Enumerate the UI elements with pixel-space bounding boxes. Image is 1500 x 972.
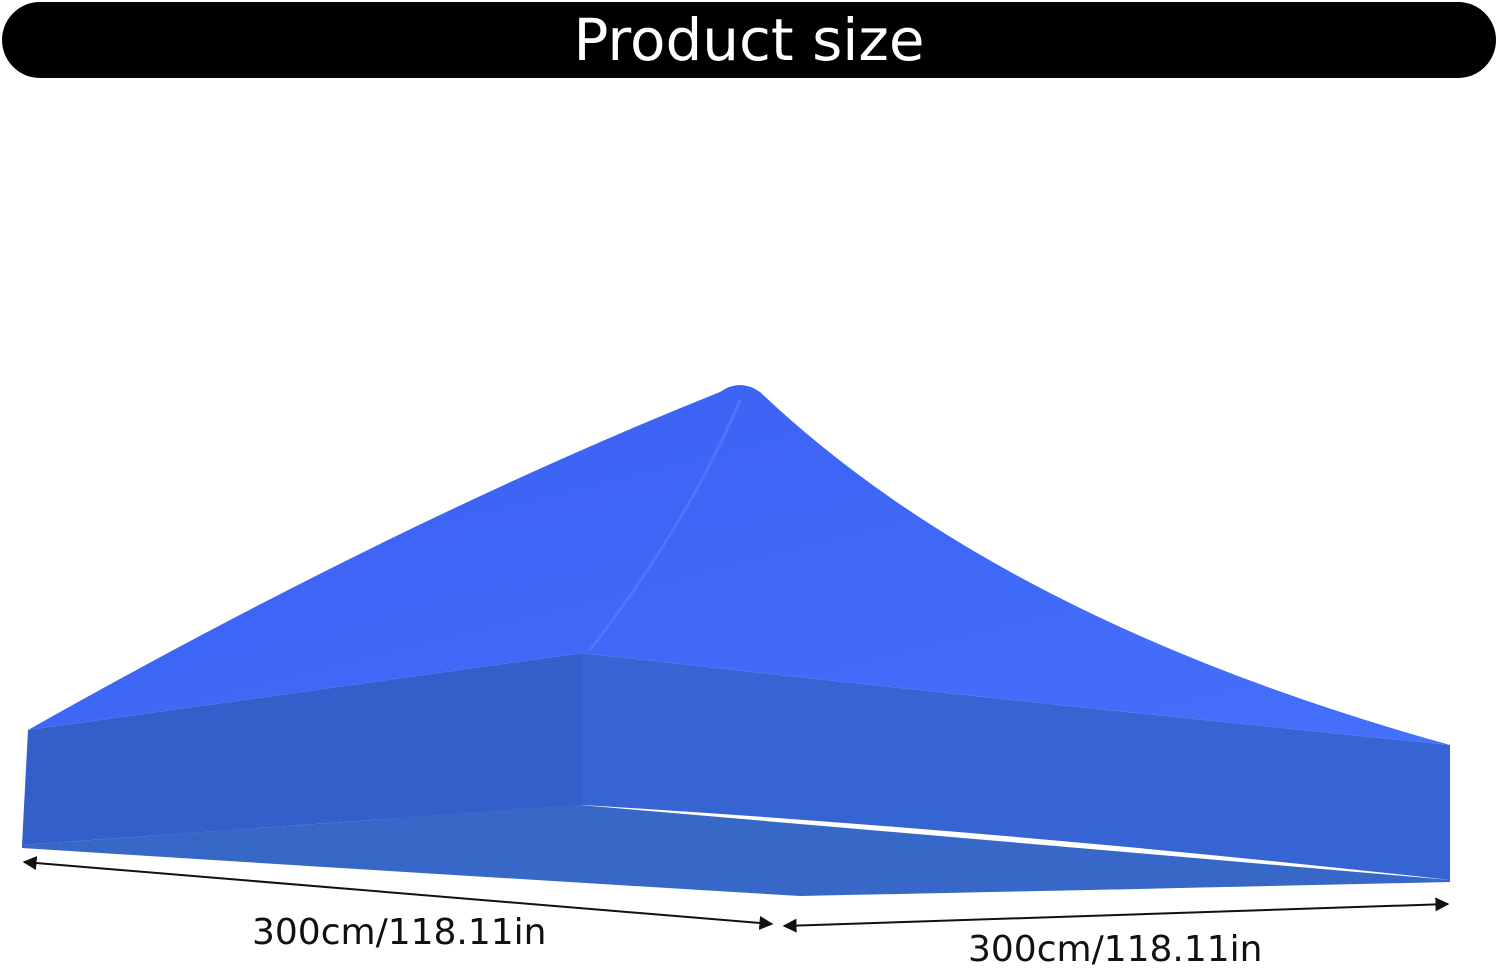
- dimension-line-right: [782, 897, 1450, 933]
- canopy-right-wall: [582, 653, 1450, 880]
- canopy-left-wall: [22, 653, 582, 845]
- title-banner: Product size: [2, 2, 1496, 78]
- canopy-roof-ridge: [588, 399, 742, 651]
- dimension-line-left: [22, 856, 774, 930]
- dimension-label-right: 300cm/118.11in: [968, 929, 1263, 970]
- canopy-roof: [28, 385, 1450, 745]
- canopy-base: [22, 805, 1450, 896]
- dimension-label-left: 300cm/118.11in: [252, 912, 547, 953]
- page-title: Product size: [573, 6, 925, 74]
